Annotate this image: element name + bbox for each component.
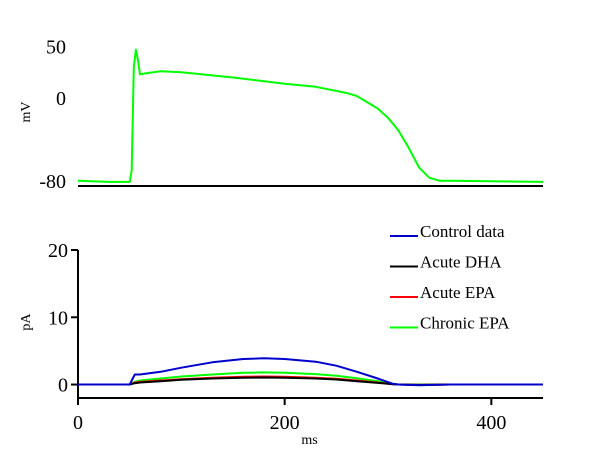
series-line-control-data xyxy=(78,357,543,387)
x-tick-label: 200 xyxy=(270,412,300,434)
chart-panel-bottom: 20 10 00 200 400 pA ms Control data Acute DHA Acu… xyxy=(19,222,543,448)
x-tick-label: 0 xyxy=(73,412,83,434)
x-tick-label: 400 xyxy=(476,412,506,434)
y-tick-label: 0 xyxy=(56,88,66,110)
x-axis-label: ms xyxy=(301,433,317,448)
y-tick-label: 50 xyxy=(46,37,66,59)
y-tick-label: -80 xyxy=(39,171,66,193)
y-axis-label: mV xyxy=(19,102,34,123)
chart-panel-top: 50 0 -80 mV xyxy=(19,37,544,193)
y-axis-label: pA xyxy=(19,313,34,331)
legend: Control data Acute DHA Acute EPA Chronic EP… xyxy=(390,222,510,333)
series-line-trace-0 xyxy=(77,48,544,183)
y-tick-label: 20 xyxy=(48,240,68,262)
y-tick-label: 10 xyxy=(48,307,68,329)
y-tick-label: 0 xyxy=(58,375,68,397)
legend-entry: Chronic EPA xyxy=(420,314,510,333)
legend-entry: Control data xyxy=(420,222,505,241)
legend-entry: Acute EPA xyxy=(420,283,496,302)
legend-entry: Acute DHA xyxy=(420,253,502,272)
